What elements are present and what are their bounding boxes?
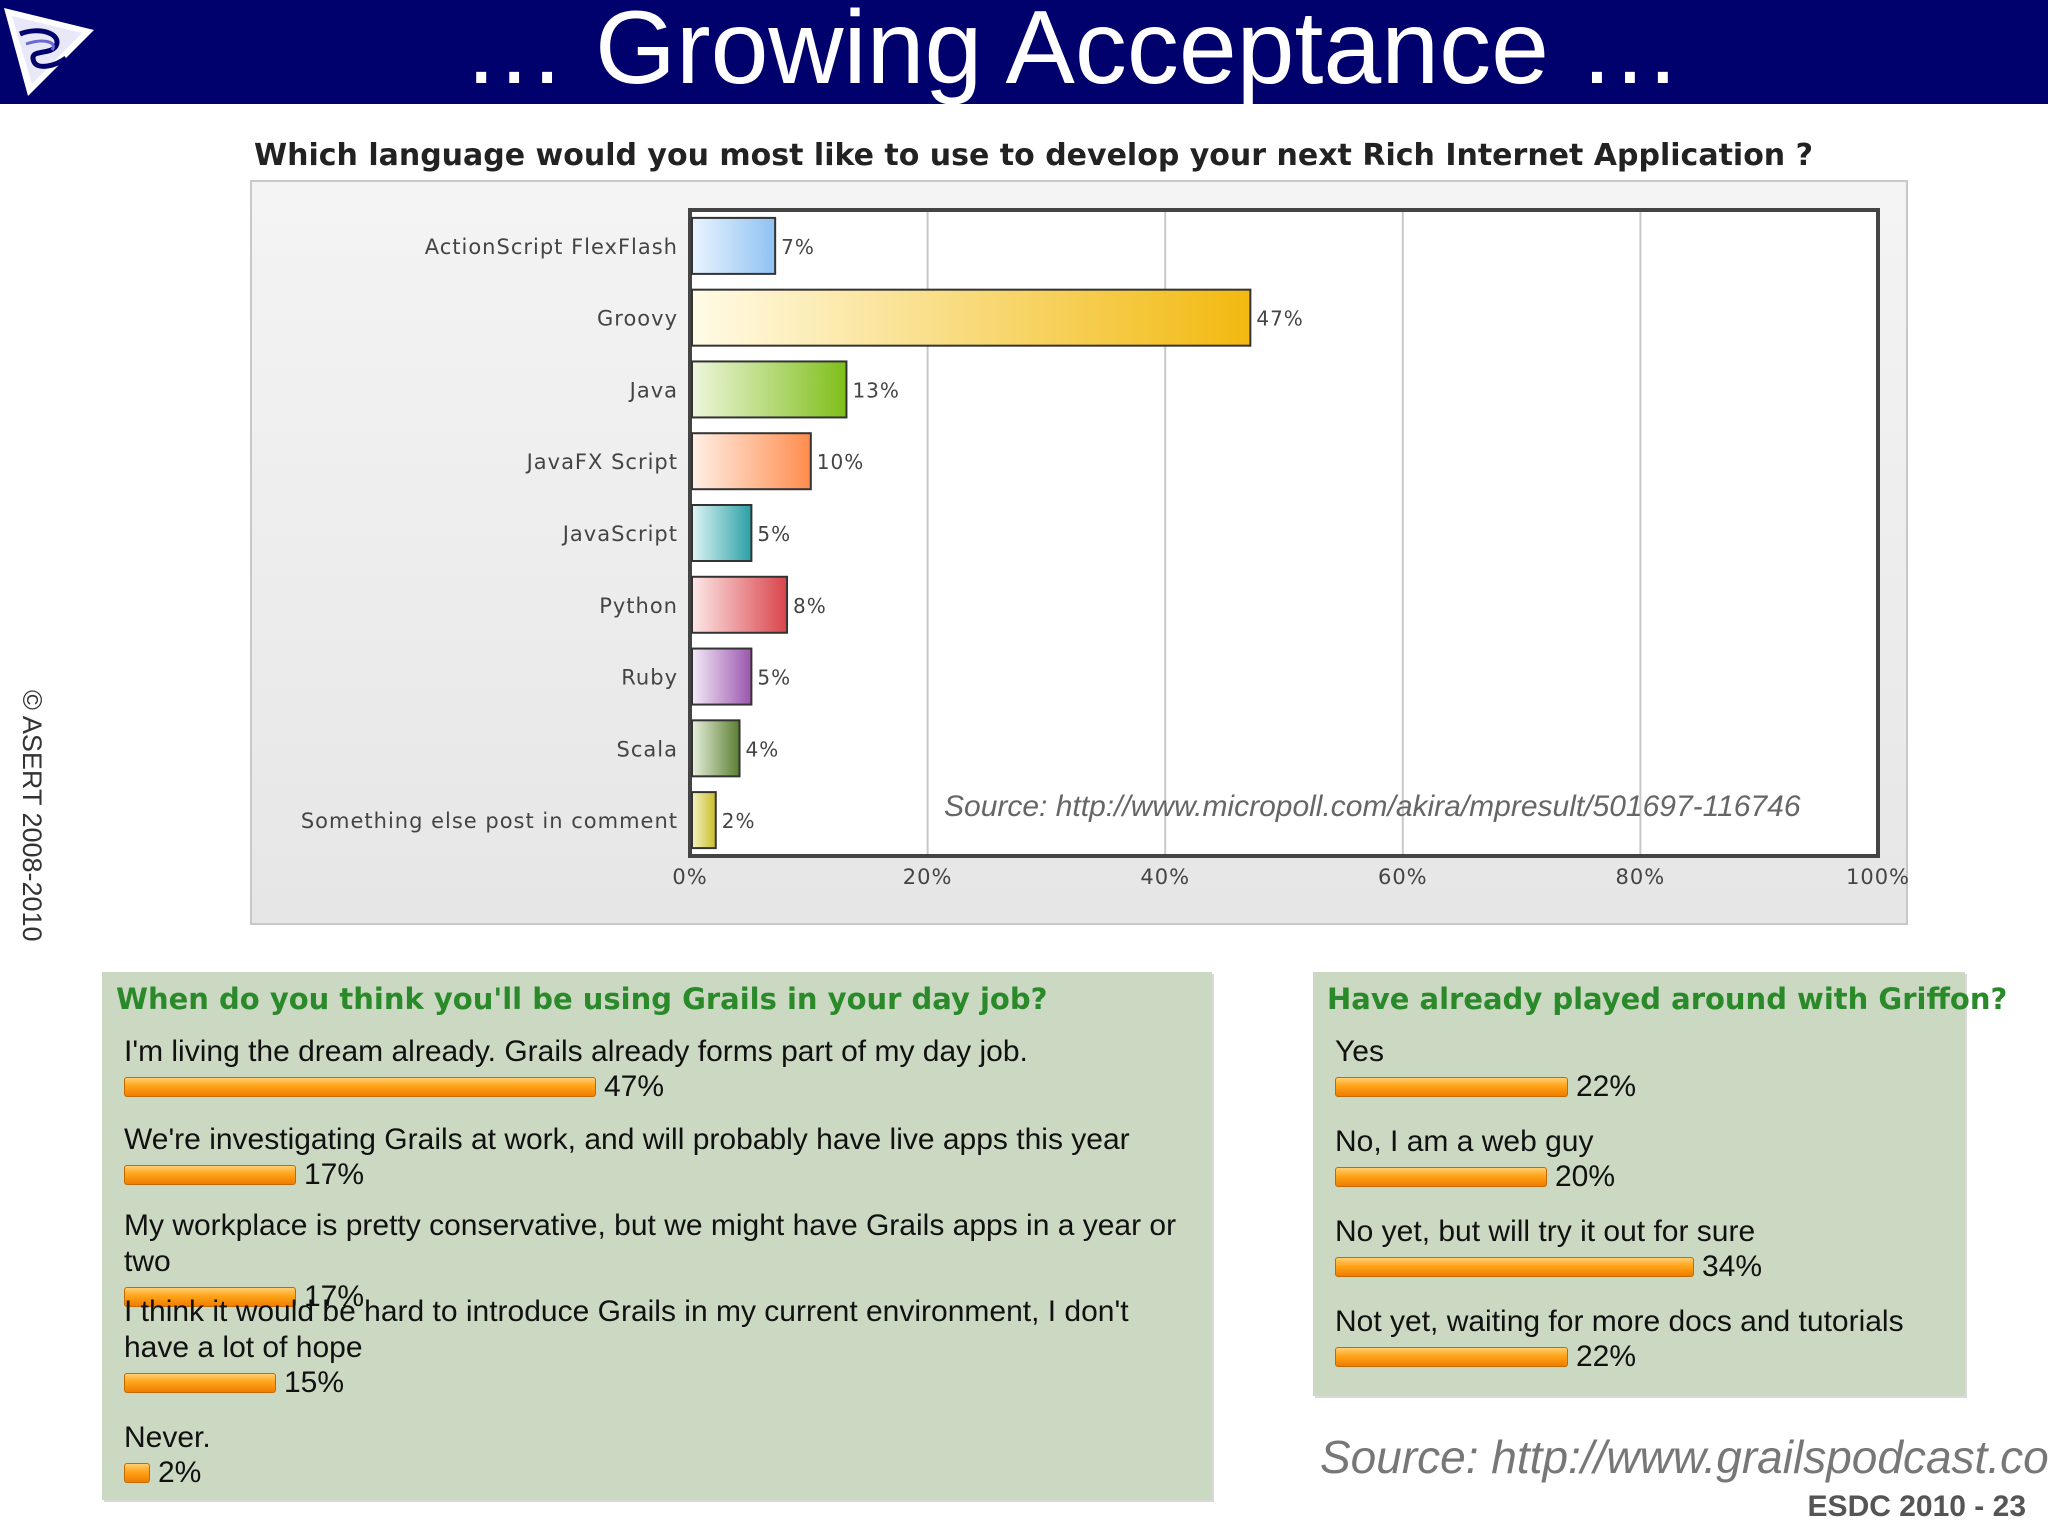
poll-option-text: No yet, but will try it out for sure: [1335, 1215, 1756, 1248]
slide-number: ESDC 2010 - 23: [1807, 1490, 2026, 1523]
copyright-notice: © ASERT 2008-2010: [17, 690, 47, 942]
data-label: 5%: [757, 522, 791, 546]
poll-option: No yet, but will try it out for sure 34%: [1335, 1214, 1955, 1284]
bar: [691, 719, 741, 778]
language-bar-chart: 0% 20% 40% 60% 80% 100% ActionScript FlexFlash…: [301, 208, 1908, 889]
poll-option-text: I think it would be hard to introduce Gr…: [124, 1295, 1129, 1364]
bar: [691, 504, 753, 562]
poll-bar: [124, 1077, 596, 1097]
poll-bar: [124, 1373, 276, 1393]
poll-option: I'm living the dream already. Grails alr…: [124, 1034, 1194, 1104]
bar: [691, 575, 789, 634]
bar: [691, 791, 717, 850]
bar: [691, 360, 848, 419]
data-label: 7%: [781, 235, 815, 259]
category-label: Groovy: [597, 307, 678, 331]
griffon-poll-title: Have already played around with Griffon?: [1327, 982, 2008, 1016]
poll-bar: [1335, 1257, 1694, 1277]
category-label: JavaFX Script: [525, 450, 678, 474]
poll-option-text: My workplace is pretty conservative, but…: [124, 1209, 1177, 1278]
title-bar: … Growing Acceptance …: [0, 0, 2048, 104]
category-label: Python: [599, 594, 678, 618]
chart-title: Which language would you most like to us…: [254, 138, 1814, 173]
poll-result-row: 22%: [1335, 1070, 1955, 1104]
plot-border: [688, 208, 1880, 858]
poll-result-row: 17%: [124, 1158, 1194, 1192]
poll-bar: [124, 1463, 150, 1483]
griffon-poll-panel: Have already played around with Griffon?…: [1313, 972, 2007, 1396]
x-tick-label: 40%: [1140, 865, 1190, 889]
bar: [691, 216, 777, 275]
poll-bar: [124, 1165, 296, 1185]
poll-result-row: 20%: [1335, 1160, 1955, 1194]
grails-poll-panel: When do you think you'll be using Grails…: [102, 972, 1212, 1500]
poll-option-text: Yes: [1335, 1035, 1384, 1068]
x-tick-label: 0%: [672, 865, 707, 889]
poll-result-row: 34%: [1335, 1250, 1955, 1284]
category-label: ActionScript FlexFlash: [425, 235, 678, 259]
category-label: Ruby: [621, 666, 678, 690]
asert-logo-icon: [4, 8, 94, 96]
poll-result-row: 47%: [124, 1070, 1194, 1104]
poll-percent: 15%: [284, 1366, 345, 1399]
poll-percent: 34%: [1702, 1250, 1763, 1283]
poll-percent: 17%: [304, 1280, 365, 1313]
data-label: 47%: [1256, 307, 1303, 331]
data-label: 4%: [746, 737, 780, 761]
data-label: 10%: [817, 450, 864, 474]
poll-percent: 17%: [304, 1158, 365, 1191]
poll-percent: 22%: [1576, 1070, 1637, 1103]
data-label: 2%: [722, 809, 756, 833]
poll-option: My workplace is pretty conservative, but…: [124, 1208, 1194, 1314]
poll-percent: 20%: [1555, 1160, 1616, 1193]
x-tick-label: 80%: [1616, 865, 1666, 889]
poll-percent: 22%: [1576, 1340, 1637, 1373]
poll-option-text: Not yet, waiting for more docs and tutor…: [1335, 1305, 1904, 1338]
poll-result-row: 2%: [124, 1456, 1194, 1490]
category-label: JavaScript: [561, 522, 678, 546]
poll-result-row: 17%: [124, 1280, 1194, 1314]
bar: [691, 647, 753, 706]
poll-bar: [1335, 1077, 1568, 1097]
slide-title: … Growing Acceptance …: [462, 0, 1682, 106]
poll-percent: 47%: [604, 1070, 665, 1103]
grails-poll-title: When do you think you'll be using Grails…: [116, 982, 1048, 1016]
poll-result-row: 15%: [124, 1366, 1194, 1400]
grailspodcast-source: Source: http://www.grailspodcast.com: [1320, 1431, 2048, 1483]
chart-source-note: Source: http://www.micropoll.com/akira/m…: [944, 790, 1801, 823]
poll-option: Never. 2%: [124, 1420, 1194, 1490]
poll-result-row: 22%: [1335, 1340, 1955, 1374]
x-tick-label: 100%: [1846, 865, 1908, 889]
poll-percent: 2%: [158, 1456, 202, 1489]
poll-option-text: We're investigating Grails at work, and …: [124, 1123, 1130, 1156]
poll-option: No, I am a web guy 20%: [1335, 1124, 1955, 1194]
poll-option-text: No, I am a web guy: [1335, 1125, 1594, 1158]
poll-option: We're investigating Grails at work, and …: [124, 1122, 1194, 1192]
poll-option-text: Never.: [124, 1421, 211, 1454]
poll-bar: [1335, 1167, 1547, 1187]
poll-option: Yes 22%: [1335, 1034, 1955, 1104]
category-label: Something else post in comment: [301, 809, 678, 833]
data-label: 13%: [852, 378, 899, 402]
poll-option: I think it would be hard to introduce Gr…: [124, 1294, 1194, 1400]
bar: [691, 432, 812, 491]
category-label: Java: [628, 378, 678, 402]
data-label: 8%: [793, 594, 827, 618]
data-label: 5%: [757, 666, 791, 690]
x-tick-label: 20%: [903, 865, 953, 889]
poll-option-text: I'm living the dream already. Grails alr…: [124, 1035, 1028, 1068]
poll-bar: [124, 1287, 296, 1307]
x-tick-label: 60%: [1378, 865, 1428, 889]
category-label: Scala: [617, 737, 678, 761]
bar: [691, 288, 1252, 347]
poll-option: Not yet, waiting for more docs and tutor…: [1335, 1304, 1955, 1374]
poll-bar: [1335, 1347, 1568, 1367]
